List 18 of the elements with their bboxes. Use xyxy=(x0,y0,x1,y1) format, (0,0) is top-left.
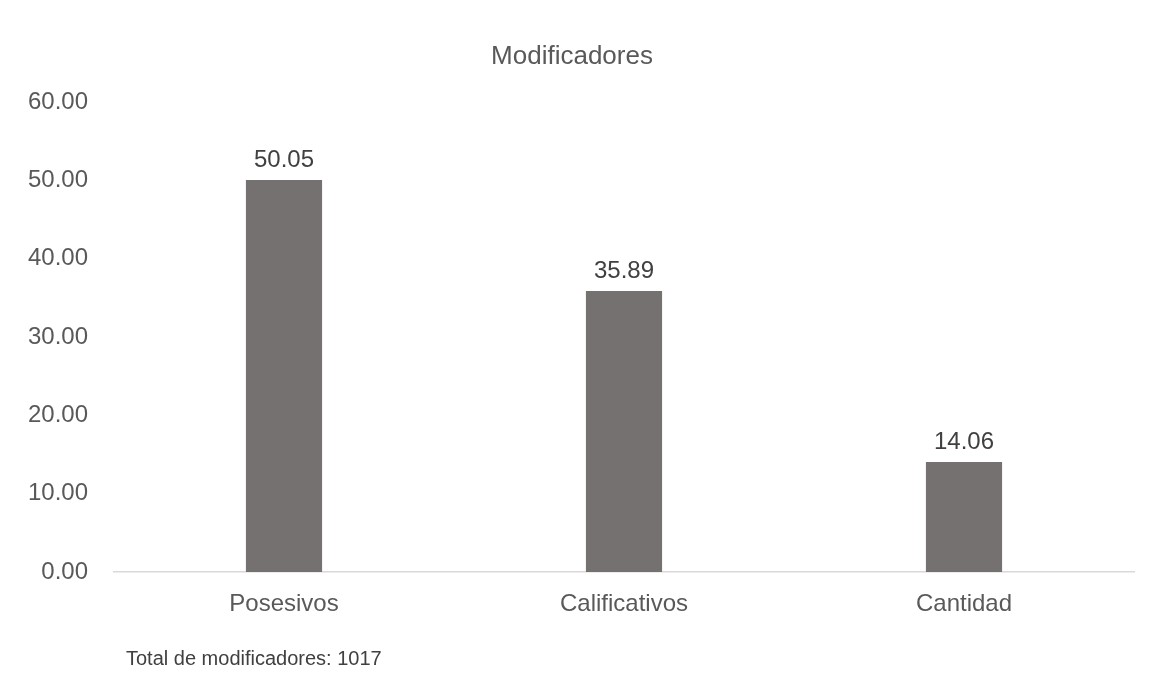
data-label: 14.06 xyxy=(933,426,995,454)
y-tick-label: 40.00 xyxy=(27,243,88,271)
y-tick-label: 20.00 xyxy=(27,400,88,428)
bar xyxy=(925,461,1003,572)
data-label: 35.89 xyxy=(593,255,655,283)
y-tick-label: 50.00 xyxy=(27,165,88,193)
bar xyxy=(585,290,663,572)
y-tick-label: 10.00 xyxy=(27,478,88,506)
x-tick-label: Calificativos xyxy=(559,589,689,617)
x-tick-label: Posesivos xyxy=(229,589,339,617)
x-tick-label: Cantidad xyxy=(915,589,1013,617)
data-label: 50.05 xyxy=(253,144,315,172)
y-tick-label: 30.00 xyxy=(27,321,88,349)
y-tick-label: 60.00 xyxy=(27,86,88,114)
y-tick-label: 0.00 xyxy=(41,556,88,584)
chart-title: Modificadores xyxy=(491,39,653,70)
bar xyxy=(245,180,323,572)
text: Total de modificadores: 1017 xyxy=(126,646,382,669)
